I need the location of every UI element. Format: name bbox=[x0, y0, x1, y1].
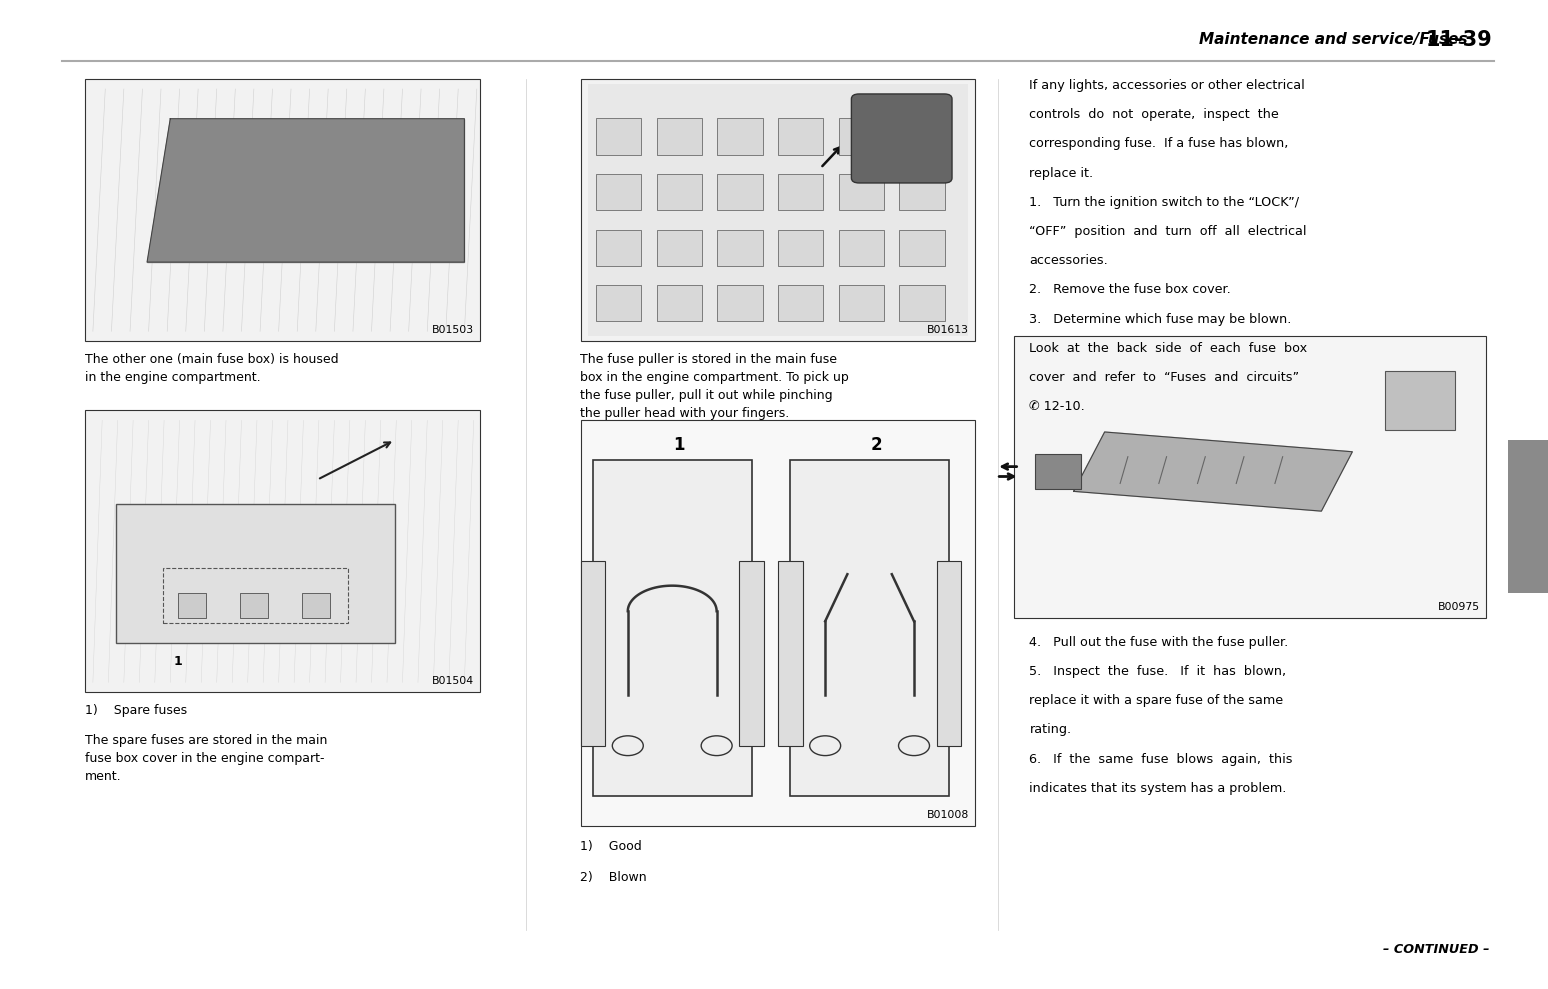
Bar bbox=[85, 410, 480, 692]
Bar bbox=[839, 285, 884, 321]
Text: 6.   If  the  same  fuse  blows  again,  this: 6. If the same fuse blows again, this bbox=[1029, 753, 1293, 765]
Polygon shape bbox=[147, 119, 464, 262]
Bar bbox=[779, 174, 824, 210]
FancyBboxPatch shape bbox=[851, 94, 952, 183]
Text: 1: 1 bbox=[673, 436, 684, 454]
Bar bbox=[1014, 336, 1486, 618]
Bar bbox=[779, 229, 824, 266]
Bar bbox=[717, 285, 763, 321]
Text: accessories.: accessories. bbox=[1029, 254, 1108, 267]
Bar bbox=[596, 229, 641, 266]
Bar bbox=[656, 119, 703, 154]
Text: Look  at  the  back  side  of  each  fuse  box: Look at the back side of each fuse box bbox=[1029, 341, 1308, 355]
Text: B01613: B01613 bbox=[927, 325, 969, 335]
Text: 1)    Spare fuses: 1) Spare fuses bbox=[85, 704, 187, 717]
Text: replace it.: replace it. bbox=[1029, 166, 1093, 180]
Text: B01503: B01503 bbox=[432, 325, 474, 335]
Bar bbox=[779, 119, 824, 154]
Text: controls  do  not  operate,  inspect  the: controls do not operate, inspect the bbox=[1029, 108, 1279, 122]
Text: If any lights, accessories or other electrical: If any lights, accessories or other elec… bbox=[1029, 79, 1305, 92]
Bar bbox=[839, 119, 884, 154]
Text: The fuse puller is stored in the main fuse
box in the engine compartment. To pic: The fuse puller is stored in the main fu… bbox=[580, 353, 850, 420]
Text: 2.   Remove the fuse box cover.: 2. Remove the fuse box cover. bbox=[1029, 283, 1231, 297]
Text: 5.   Inspect  the  fuse.   If  it  has  blown,: 5. Inspect the fuse. If it has blown, bbox=[1029, 665, 1286, 678]
Text: B00975: B00975 bbox=[1438, 602, 1480, 612]
Bar bbox=[116, 504, 395, 643]
Circle shape bbox=[810, 736, 841, 756]
Text: – CONTINUED –: – CONTINUED – bbox=[1382, 944, 1489, 956]
Bar bbox=[717, 174, 763, 210]
Bar bbox=[596, 174, 641, 210]
Text: 4.   Pull out the fuse with the fuse puller.: 4. Pull out the fuse with the fuse pulle… bbox=[1029, 636, 1288, 649]
Text: indicates that its system has a problem.: indicates that its system has a problem. bbox=[1029, 781, 1286, 795]
Circle shape bbox=[613, 736, 644, 756]
Text: ✆ 12-10.: ✆ 12-10. bbox=[1029, 400, 1085, 413]
Text: 1.   Turn the ignition switch to the “LOCK”/: 1. Turn the ignition switch to the “LOCK… bbox=[1029, 196, 1299, 209]
Text: Maintenance and service/Fuses: Maintenance and service/Fuses bbox=[1198, 32, 1468, 47]
Bar bbox=[656, 285, 703, 321]
Text: replace it with a spare fuse of the same: replace it with a spare fuse of the same bbox=[1029, 694, 1283, 707]
Bar bbox=[1508, 440, 1548, 593]
Bar bbox=[656, 174, 703, 210]
Bar bbox=[240, 593, 268, 618]
Bar bbox=[899, 229, 944, 266]
Text: rating.: rating. bbox=[1029, 724, 1071, 737]
Bar bbox=[596, 285, 641, 321]
Text: 2: 2 bbox=[870, 436, 882, 454]
Bar bbox=[163, 568, 348, 623]
Bar bbox=[580, 561, 605, 746]
Circle shape bbox=[701, 736, 732, 756]
Circle shape bbox=[898, 736, 929, 756]
Text: 3.   Determine which fuse may be blown.: 3. Determine which fuse may be blown. bbox=[1029, 313, 1291, 325]
Polygon shape bbox=[1074, 432, 1353, 511]
Bar bbox=[588, 84, 968, 336]
Bar bbox=[1385, 371, 1455, 430]
Bar bbox=[580, 420, 975, 826]
Bar bbox=[1036, 454, 1082, 490]
Bar bbox=[740, 561, 765, 746]
Bar bbox=[85, 79, 480, 341]
Text: 1)    Good: 1) Good bbox=[580, 840, 642, 853]
Text: 1: 1 bbox=[173, 655, 183, 668]
Text: The other one (main fuse box) is housed
in the engine compartment.: The other one (main fuse box) is housed … bbox=[85, 353, 339, 384]
Bar bbox=[717, 229, 763, 266]
Bar bbox=[839, 229, 884, 266]
Bar bbox=[899, 285, 944, 321]
Bar bbox=[580, 79, 975, 341]
Bar bbox=[899, 174, 944, 210]
Bar bbox=[937, 561, 961, 746]
Bar bbox=[302, 593, 330, 618]
Bar bbox=[789, 460, 949, 796]
Bar bbox=[899, 119, 944, 154]
Bar bbox=[178, 593, 206, 618]
Bar bbox=[779, 285, 824, 321]
Text: B01008: B01008 bbox=[927, 810, 969, 820]
Text: The spare fuses are stored in the main
fuse box cover in the engine compart-
men: The spare fuses are stored in the main f… bbox=[85, 734, 328, 783]
Bar bbox=[717, 119, 763, 154]
Text: B01504: B01504 bbox=[432, 676, 474, 686]
Bar bbox=[656, 229, 703, 266]
Text: 2)    Blown: 2) Blown bbox=[580, 871, 647, 884]
Bar bbox=[596, 119, 641, 154]
Bar bbox=[777, 561, 802, 746]
Bar bbox=[839, 174, 884, 210]
Bar bbox=[593, 460, 752, 796]
Text: “OFF”  position  and  turn  off  all  electrical: “OFF” position and turn off all electric… bbox=[1029, 225, 1307, 238]
Text: cover  and  refer  to  “Fuses  and  circuits”: cover and refer to “Fuses and circuits” bbox=[1029, 371, 1299, 384]
Text: 11-39: 11-39 bbox=[1426, 30, 1492, 49]
Text: corresponding fuse.  If a fuse has blown,: corresponding fuse. If a fuse has blown, bbox=[1029, 137, 1289, 150]
